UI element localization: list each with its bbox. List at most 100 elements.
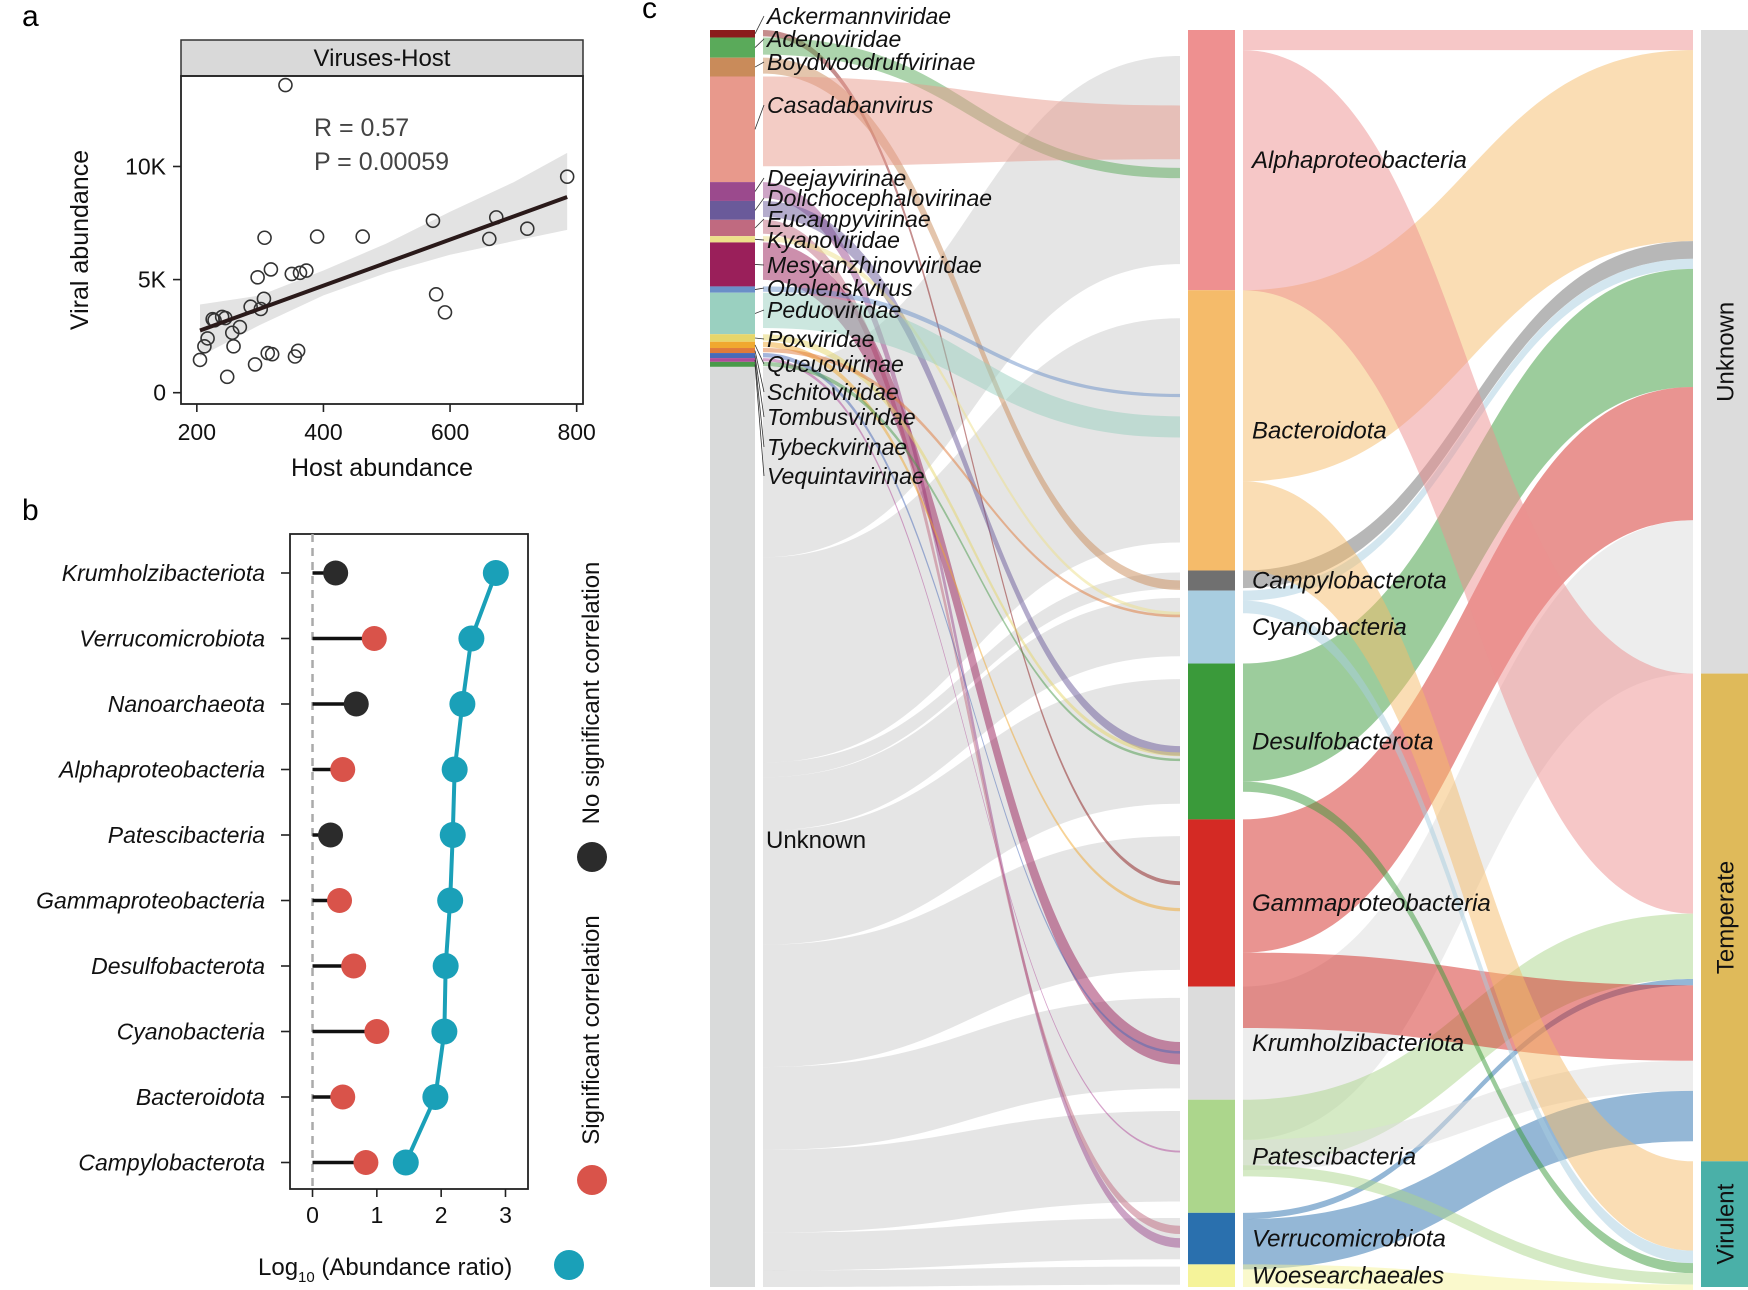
- virus-node-label: Vequintavirinae: [767, 463, 925, 489]
- virus-label-leader: [754, 104, 765, 130]
- lollipop-dot: [323, 560, 349, 586]
- virus-label-leader: [754, 61, 765, 68]
- x-axis-label: Host abundance: [291, 454, 473, 482]
- lollipop-dot: [343, 691, 369, 717]
- abundance-ratio-dot: [432, 953, 459, 979]
- virus-node-label: Dolichocephalovirinae: [767, 185, 992, 211]
- virus-label-leader: [754, 359, 765, 448]
- sankey-panel: AckermannviridaeAdenoviridaeBoydwoodruff…: [710, 3, 1748, 1290]
- scatter-plot-frame: [180, 75, 584, 405]
- legend-sig-label: Significant correlation: [578, 915, 605, 1144]
- confidence-band: [199, 152, 568, 357]
- category-label: Bacteroidota: [136, 1084, 265, 1110]
- virus-label-leader: [754, 177, 765, 192]
- scatter-point: [226, 339, 241, 354]
- virus-node-label: Queuovirinae: [767, 351, 904, 377]
- abundance-ratio-dot: [437, 887, 464, 914]
- host-lifestyle-flow: [1243, 1165, 1693, 1285]
- host-lifestyle-flow: [1243, 30, 1693, 51]
- virus-unknown-flow: [763, 1266, 1180, 1287]
- host-node-label: Alphaproteobacteria: [1250, 147, 1467, 174]
- scatter-point: [219, 369, 235, 385]
- lollipop-dot: [341, 953, 367, 979]
- lifestyle-node-label: Virulent: [1713, 1183, 1740, 1264]
- x-label-rest: (Abundance ratio): [315, 1254, 512, 1281]
- host-node-label: Desulfobacterota: [1252, 728, 1433, 755]
- virus-node-label: Adenoviridae: [765, 26, 901, 52]
- x-tick-label: 600: [431, 419, 469, 445]
- category-label: Verrucomicrobiota: [79, 626, 265, 652]
- category-label: Alphaproteobacteria: [57, 757, 265, 783]
- host-lifestyle-flow: [1243, 1060, 1693, 1171]
- y-tick-label: 0: [153, 380, 166, 406]
- virus-node-bar: [710, 286, 755, 293]
- virus-node-bar: [710, 341, 755, 349]
- host-node-bar: [1188, 590, 1235, 664]
- scatter-point: [278, 77, 293, 93]
- host-node-label: Campylobacterota: [1252, 568, 1447, 595]
- abundance-ratio-dot: [482, 560, 509, 586]
- virus-label-leader: [754, 218, 765, 229]
- virus-node-bar: [710, 358, 755, 362]
- virus-taxa-column: AckermannviridaeAdenoviridaeBoydwoodruff…: [710, 3, 992, 1288]
- virus-node-bar: [710, 361, 755, 367]
- scatter-point: [519, 221, 535, 236]
- host-lifestyle-flow: [1243, 481, 1693, 1251]
- scatter-point: [482, 231, 497, 247]
- scatter-point: [299, 263, 314, 278]
- virus-node-label: Poxviridae: [767, 326, 874, 352]
- virus-node-bar: [710, 37, 755, 58]
- scatter-point: [437, 305, 453, 320]
- host-node-bar: [1188, 30, 1235, 291]
- lollipop-panel: Krumholzibacteriota Verrucomicrobiota Nano…: [36, 533, 607, 1286]
- panel-label-b: b: [22, 494, 39, 527]
- y-tick-label: 5K: [138, 267, 167, 293]
- virus-host-flow: [763, 236, 1180, 615]
- virus-node-bar: [710, 366, 755, 1288]
- virus-node-label: Kyanoviridae: [767, 227, 900, 253]
- virus-node-bar: [710, 219, 755, 237]
- host-node-bar: [1188, 1099, 1235, 1213]
- lollipop-rows: Krumholzibacteriota Verrucomicrobiota Nano…: [36, 560, 390, 1176]
- virus-host-flow: [763, 219, 1180, 1235]
- host-node-label: Krumholzibacteriota: [1252, 1030, 1464, 1057]
- virus-host-flow: [763, 353, 1180, 1054]
- virus-unknown-flow: [763, 1111, 1180, 1233]
- virus-node-label: Mesyanzhinovviridae: [767, 252, 982, 278]
- legend-ratio-dot: [554, 1250, 584, 1280]
- scatter-point: [232, 319, 248, 335]
- virus-label-leader: [754, 355, 765, 418]
- x-tick-label: 800: [557, 419, 595, 445]
- scatter-point: [250, 270, 265, 285]
- lollipop-x-tick-label: 2: [435, 1202, 448, 1228]
- host-node-bar: [1188, 570, 1235, 591]
- abundance-ratio-dot: [449, 691, 476, 717]
- regression-line: [199, 195, 568, 333]
- virus-node-bar: [710, 353, 755, 359]
- virus-unknown-label: Unknown: [766, 827, 866, 854]
- host-node-bar: [1188, 1212, 1235, 1265]
- virus-node-bar: [710, 200, 755, 220]
- virus-node-bar: [710, 182, 755, 201]
- lollipop-x-tick-label: 1: [370, 1202, 383, 1228]
- virus-label-leader: [754, 197, 765, 211]
- panel-label-c: c: [642, 0, 657, 25]
- scatter-point: [284, 266, 300, 282]
- scatter-point: [428, 286, 444, 302]
- host-lifestyle-flow: [1243, 781, 1693, 1274]
- virus-label-leader: [754, 350, 765, 393]
- x-label-subscript: 10: [298, 1269, 315, 1286]
- lollipop-dot: [353, 1150, 379, 1175]
- y-axis-label: Viral abundance: [66, 150, 94, 330]
- lifestyle-node-label: Temperate: [1713, 861, 1740, 974]
- host-lifestyle-flow: [1243, 1264, 1693, 1290]
- host-lifestyle-flow: [1243, 50, 1693, 914]
- host-node-bar: [1188, 663, 1235, 820]
- category-label: Nanoarchaeota: [108, 691, 265, 717]
- host-lifestyle-flow: [1243, 386, 1693, 953]
- lollipop-dot: [330, 1084, 356, 1110]
- virus-host-flow: [763, 76, 1180, 167]
- r-annotation: R = 0.57: [314, 114, 409, 142]
- virus-node-bar: [710, 236, 755, 243]
- virus-host-flow: [763, 341, 1180, 912]
